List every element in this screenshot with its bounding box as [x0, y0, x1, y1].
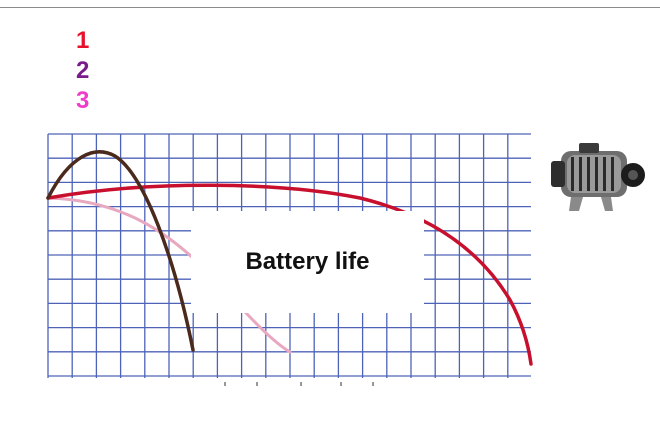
battery-life-label: Battery life: [245, 248, 370, 275]
curve-2: [46, 150, 195, 352]
legend-item-2: 2: [76, 57, 90, 84]
alternator-icon: [551, 143, 645, 211]
top-divider: [0, 7, 660, 8]
axis-tick-fragments: [224, 382, 374, 386]
legend: 1 2 3: [76, 26, 116, 116]
curve-1: [46, 183, 533, 366]
legend-item-1: 1: [76, 27, 90, 54]
battery-life-label-box: Battery life: [191, 211, 424, 313]
legend-item-3: 3: [76, 87, 90, 114]
